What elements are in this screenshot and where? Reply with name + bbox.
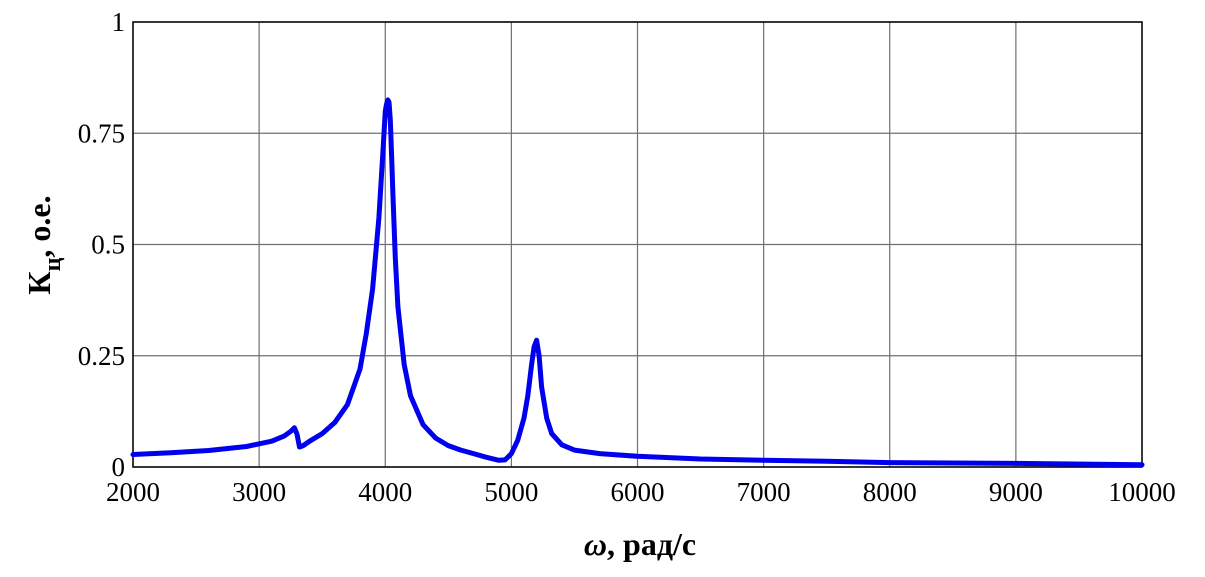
- x-tick-label: 8000: [863, 477, 917, 507]
- y-axis-unit: , о.е.: [21, 195, 57, 257]
- y-tick-label: 0.25: [78, 341, 125, 371]
- y-tick-label: 1: [112, 7, 126, 37]
- x-tick-label: 2000: [106, 477, 160, 507]
- x-tick-label: 10000: [1108, 477, 1176, 507]
- x-tick-label: 4000: [358, 477, 412, 507]
- y-axis-label: Кц, о.е.: [21, 195, 66, 294]
- x-axis-unit: , рад/с: [607, 526, 696, 562]
- y-tick-label: 0.5: [91, 230, 125, 260]
- x-tick-label: 3000: [232, 477, 286, 507]
- x-tick-label: 9000: [989, 477, 1043, 507]
- x-axis-label: ω, рад/с: [584, 526, 696, 562]
- y-axis-symbol: К: [21, 271, 57, 294]
- x-tick-label: 5000: [484, 477, 538, 507]
- series-layer: [130, 97, 1145, 468]
- y-axis-subscript: ц: [40, 257, 66, 271]
- plot-frame: [132, 21, 1143, 468]
- y-tick-labels: 0 0.25 0.5 0.75 1: [78, 7, 125, 482]
- x-tick-label: 6000: [611, 477, 665, 507]
- y-tick-label: 0: [112, 452, 126, 482]
- x-tick-label: 7000: [737, 477, 791, 507]
- y-tick-label: 0.75: [78, 118, 125, 148]
- x-axis-symbol: ω: [584, 526, 607, 562]
- series-line: [130, 97, 1145, 468]
- x-tick-labels: 2000 3000 4000 5000 6000 7000 8000 9000 10000: [106, 477, 1176, 507]
- grid: [132, 21, 1143, 468]
